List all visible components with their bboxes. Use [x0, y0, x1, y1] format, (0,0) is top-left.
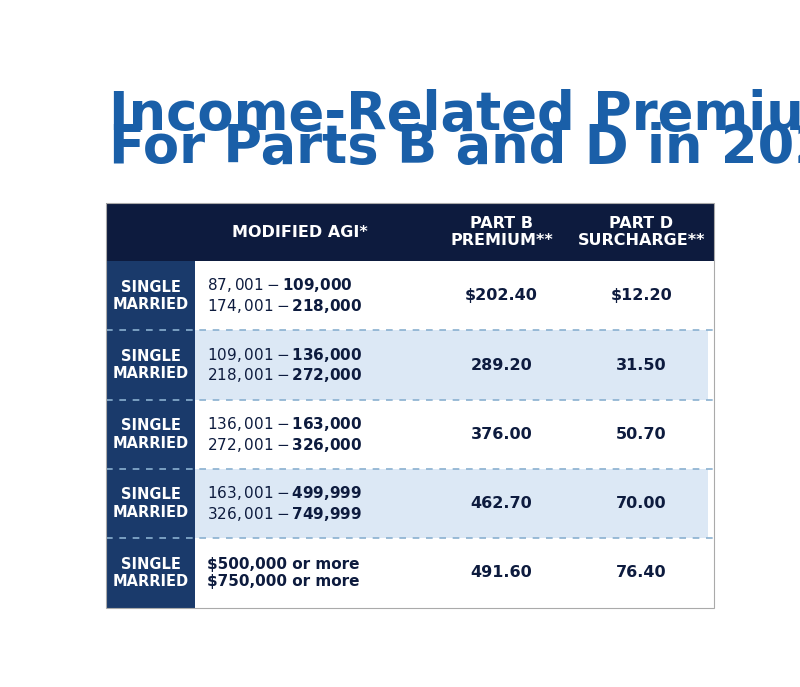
- Text: 289.20: 289.20: [470, 357, 532, 372]
- Bar: [195, 539, 707, 607]
- Text: $136,001-$163,000
$272,001-$326,000: $136,001-$163,000 $272,001-$326,000: [207, 415, 362, 453]
- Text: 462.70: 462.70: [470, 496, 532, 511]
- Bar: [106, 261, 195, 330]
- Bar: [195, 469, 707, 539]
- Text: 76.40: 76.40: [616, 565, 666, 581]
- Text: SINGLE
MARRIED: SINGLE MARRIED: [113, 280, 189, 312]
- Text: 70.00: 70.00: [616, 496, 666, 511]
- Bar: [106, 400, 195, 469]
- Text: SINGLE
MARRIED: SINGLE MARRIED: [113, 349, 189, 381]
- Bar: [106, 469, 195, 539]
- Bar: [106, 539, 195, 607]
- Text: PART D
SURCHARGE**: PART D SURCHARGE**: [578, 216, 705, 249]
- Text: PART B
PREMIUM**: PART B PREMIUM**: [450, 216, 553, 249]
- Text: 50.70: 50.70: [616, 427, 666, 442]
- Text: 376.00: 376.00: [470, 427, 532, 442]
- Text: $109,001-$136,000
$218,001-$272,000: $109,001-$136,000 $218,001-$272,000: [207, 346, 362, 385]
- Bar: [195, 400, 707, 469]
- Text: SINGLE
MARRIED: SINGLE MARRIED: [113, 418, 189, 451]
- Text: MODIFIED AGI*: MODIFIED AGI*: [232, 225, 368, 240]
- Text: For Parts B and D in 2020: For Parts B and D in 2020: [110, 122, 800, 174]
- Text: SINGLE
MARRIED: SINGLE MARRIED: [113, 488, 189, 520]
- Text: Income-Related Premiums: Income-Related Premiums: [110, 89, 800, 142]
- Text: 31.50: 31.50: [616, 357, 666, 372]
- Bar: [195, 330, 707, 400]
- Text: $87,001-$109,000
$174,001-$218,000: $87,001-$109,000 $174,001-$218,000: [207, 276, 362, 315]
- Text: SINGLE
MARRIED: SINGLE MARRIED: [113, 556, 189, 589]
- Text: 491.60: 491.60: [470, 565, 532, 581]
- Bar: [106, 203, 714, 261]
- Bar: [106, 330, 195, 400]
- Bar: [106, 203, 714, 607]
- Text: $500,000 or more
$750,000 or more: $500,000 or more $750,000 or more: [207, 556, 359, 589]
- Text: $12.20: $12.20: [610, 289, 672, 303]
- Bar: [195, 261, 707, 330]
- Text: $202.40: $202.40: [465, 289, 538, 303]
- Text: $163,001-$499,999
$326,001-$749,999: $163,001-$499,999 $326,001-$749,999: [207, 484, 362, 523]
